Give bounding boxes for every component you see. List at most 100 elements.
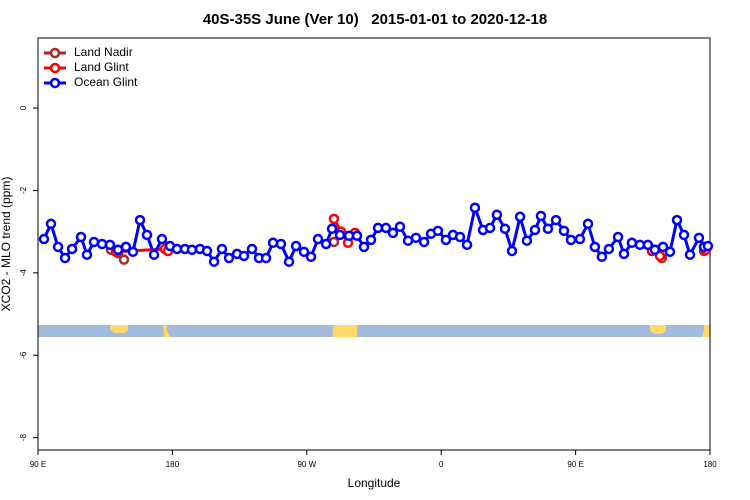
data-point <box>216 243 228 255</box>
data-point <box>618 248 630 260</box>
data-point <box>118 254 130 265</box>
data-point <box>45 218 57 230</box>
y-tick-label: 0 <box>19 105 28 110</box>
data-point <box>223 252 235 264</box>
x-tick-label: 0 <box>439 460 444 469</box>
data-point <box>334 229 346 241</box>
data-point <box>574 233 586 245</box>
data-point <box>529 224 541 236</box>
ocean-band <box>38 325 710 337</box>
y-tick-label: -8 <box>19 434 28 442</box>
data-point <box>702 240 714 252</box>
data-point <box>380 222 392 234</box>
data-point <box>484 222 496 234</box>
data-point <box>418 236 430 248</box>
data-point <box>521 235 533 246</box>
legend-marker <box>49 62 61 74</box>
data-point <box>328 213 340 225</box>
data-point <box>514 211 526 223</box>
x-tick-label: 90 W <box>297 460 316 469</box>
y-tick-label: -2 <box>19 186 28 194</box>
data-point <box>305 251 317 263</box>
data-point <box>326 223 338 235</box>
data-point <box>499 223 511 235</box>
x-tick-label: 180 <box>703 460 717 469</box>
data-point <box>298 246 310 258</box>
legend-label: Land Glint <box>74 60 129 74</box>
legend-label: Land Nadir <box>74 45 133 59</box>
x-tick-label: 180 <box>166 460 180 469</box>
data-point <box>201 245 213 257</box>
data-point <box>134 214 146 226</box>
land-blob <box>163 325 170 337</box>
data-point <box>565 234 577 246</box>
data-point <box>626 237 638 249</box>
land-strip <box>38 325 710 337</box>
data-point <box>38 233 50 245</box>
y-tick-label: -4 <box>19 269 28 277</box>
data-point <box>156 233 168 245</box>
data-point <box>491 209 503 220</box>
data-point <box>365 234 377 246</box>
data-point <box>52 241 64 253</box>
y-axis-label: XCO2 - MLO trend (ppm) <box>0 177 13 312</box>
x-tick-label: 90 E <box>30 460 46 469</box>
data-point <box>120 241 132 253</box>
data-point <box>267 237 279 249</box>
data-point <box>432 225 444 237</box>
data-point <box>649 244 661 256</box>
data-point <box>582 218 594 230</box>
data-point <box>596 251 608 263</box>
legend-label: Ocean Glint <box>74 75 138 89</box>
data-point <box>558 225 570 237</box>
data-point <box>678 229 690 241</box>
chart-title: 40S-35S June (Ver 10) 2015-01-01 to 2020… <box>203 11 547 28</box>
data-point <box>275 238 287 250</box>
data-point <box>461 239 473 251</box>
x-tick-label: 90 E <box>567 460 583 469</box>
data-point <box>612 231 624 243</box>
data-point <box>542 223 554 235</box>
data-point <box>664 246 676 258</box>
data-point <box>469 202 481 213</box>
data-point <box>312 233 324 245</box>
data-point <box>104 239 116 251</box>
legend-marker <box>49 77 61 89</box>
data-point <box>75 231 87 243</box>
data-point <box>81 249 93 260</box>
legend-marker <box>49 47 61 59</box>
data-point <box>454 231 466 243</box>
data-point <box>671 214 683 226</box>
data-point <box>88 236 100 248</box>
data-point <box>320 238 332 250</box>
data-point <box>387 227 399 239</box>
data-point <box>59 252 71 264</box>
data-point <box>506 245 518 257</box>
data-point <box>148 249 160 260</box>
data-point <box>283 256 295 267</box>
y-tick-label: -6 <box>19 351 28 359</box>
data-point <box>66 243 78 255</box>
data-point <box>589 241 601 253</box>
data-point <box>657 241 669 253</box>
data-point <box>440 234 452 246</box>
data-point <box>358 241 370 253</box>
x-axis-label: Longitude <box>348 476 401 490</box>
data-point <box>550 214 562 226</box>
data-point <box>290 240 302 252</box>
data-point <box>351 230 363 242</box>
data-point <box>238 250 250 262</box>
data-point <box>208 256 220 267</box>
data-point <box>684 249 696 260</box>
land-blob <box>332 325 357 337</box>
data-point <box>642 239 654 251</box>
land-blob <box>650 325 666 334</box>
land-blob <box>702 325 710 337</box>
data-point <box>394 221 406 232</box>
data-point <box>410 232 422 244</box>
data-point <box>693 232 705 244</box>
data-point <box>260 252 272 264</box>
